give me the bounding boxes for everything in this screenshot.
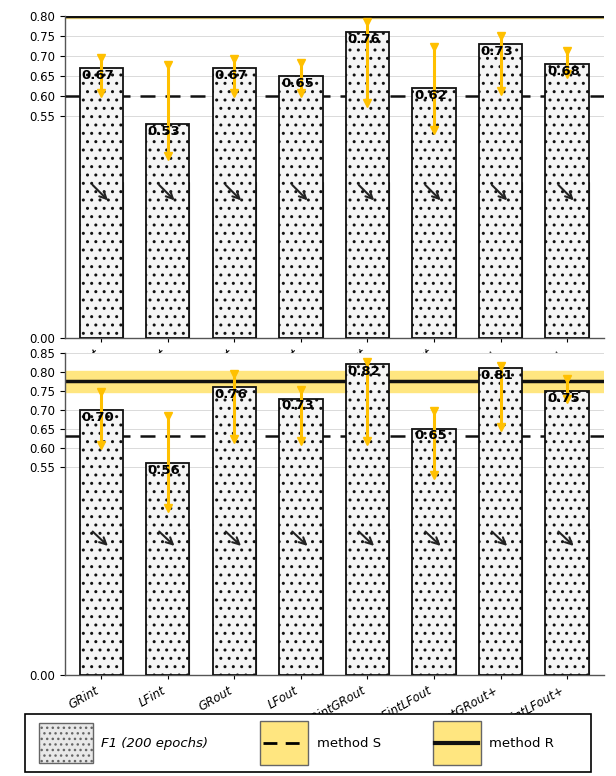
- Bar: [346, 182, 389, 338]
- Bar: [279, 76, 323, 338]
- Text: 0.75: 0.75: [547, 392, 580, 404]
- Bar: [279, 529, 323, 675]
- Bar: [213, 387, 256, 675]
- Bar: [79, 529, 123, 675]
- Text: F1 (200 epochs): F1 (200 epochs): [101, 736, 208, 750]
- Bar: [79, 182, 123, 338]
- Text: method S: method S: [317, 736, 381, 750]
- Bar: [412, 182, 456, 338]
- Text: 0.73: 0.73: [480, 45, 513, 58]
- Bar: [79, 410, 123, 675]
- Bar: [146, 463, 190, 675]
- Bar: [213, 182, 256, 338]
- Text: 0.67: 0.67: [81, 69, 114, 82]
- Text: method R: method R: [489, 736, 554, 750]
- Bar: [39, 722, 92, 764]
- Text: 0.65: 0.65: [281, 77, 314, 90]
- Text: 0.56: 0.56: [148, 463, 180, 476]
- Bar: [479, 529, 522, 675]
- Bar: [279, 182, 323, 338]
- Bar: [412, 88, 456, 338]
- Bar: [79, 68, 123, 338]
- FancyBboxPatch shape: [25, 714, 591, 772]
- Bar: [545, 391, 589, 675]
- Text: (a) TestRc: (a) TestRc: [293, 441, 376, 459]
- Bar: [412, 429, 456, 675]
- Bar: [545, 64, 589, 338]
- Text: 0.73: 0.73: [281, 399, 314, 412]
- Text: 0.68: 0.68: [547, 65, 580, 78]
- Bar: [213, 68, 256, 338]
- Bar: [65, 371, 604, 392]
- Bar: [479, 182, 522, 338]
- Bar: [146, 182, 190, 338]
- Bar: [545, 182, 589, 338]
- Text: 0.65: 0.65: [414, 429, 447, 442]
- Bar: [146, 124, 190, 338]
- Bar: [545, 529, 589, 675]
- Text: 0.81: 0.81: [480, 369, 513, 382]
- Text: 0.67: 0.67: [214, 69, 247, 82]
- Bar: [412, 529, 456, 675]
- Text: 0.53: 0.53: [148, 126, 180, 138]
- Bar: [279, 399, 323, 675]
- Text: 0.76: 0.76: [214, 388, 247, 400]
- Bar: [479, 43, 522, 338]
- Bar: [213, 529, 256, 675]
- Text: 0.62: 0.62: [414, 89, 447, 102]
- Bar: [146, 529, 190, 675]
- Bar: [479, 369, 522, 675]
- Text: 0.82: 0.82: [347, 365, 380, 378]
- Text: 0.70: 0.70: [81, 411, 114, 424]
- Text: 0.76: 0.76: [347, 33, 380, 46]
- Bar: [260, 721, 308, 765]
- Bar: [346, 365, 389, 675]
- Bar: [432, 721, 481, 765]
- Bar: [65, 12, 604, 19]
- Bar: [346, 529, 389, 675]
- Bar: [346, 32, 389, 338]
